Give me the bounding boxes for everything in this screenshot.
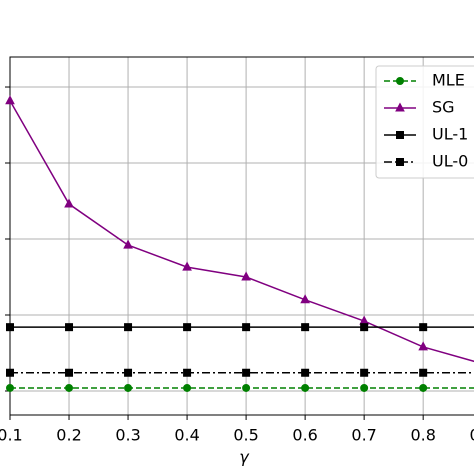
legend-label: SG	[432, 98, 455, 117]
data-point	[419, 323, 428, 332]
x-tick-label: 0.8	[410, 426, 435, 445]
data-point	[301, 383, 310, 392]
data-point	[182, 261, 192, 271]
legend-label: MLE	[432, 71, 465, 90]
legend-marker	[396, 158, 404, 166]
data-point	[183, 383, 192, 392]
plot-frame	[9, 56, 474, 416]
data-point	[418, 341, 429, 351]
data-point	[242, 383, 251, 392]
data-point	[65, 383, 74, 392]
legend-marker	[395, 102, 405, 112]
x-tick-label: 0.3	[115, 426, 140, 445]
data-point	[183, 323, 192, 332]
data-point	[6, 368, 14, 377]
data-point	[301, 368, 310, 377]
legend-marker	[396, 77, 404, 85]
data-point	[6, 323, 14, 332]
x-tick-label: 0.6	[292, 426, 317, 445]
x-tick-label: 0.5	[233, 426, 258, 445]
x-axis-label: γ	[239, 448, 250, 467]
x-tick-label: 0.4	[174, 426, 199, 445]
data-point	[241, 271, 251, 281]
data-point	[360, 368, 369, 377]
data-point	[6, 383, 14, 392]
x-tick-label: 0.2	[56, 426, 81, 445]
x-tick-label: 0.9	[469, 426, 474, 445]
data-point	[360, 323, 369, 332]
data-point	[124, 383, 133, 392]
data-point	[419, 383, 428, 392]
data-point	[301, 323, 310, 332]
data-point	[65, 323, 74, 332]
data-point	[300, 294, 310, 304]
data-point	[124, 323, 133, 332]
data-point	[65, 368, 74, 377]
legend-label: UL-1	[432, 125, 468, 144]
data-point	[242, 368, 251, 377]
data-point	[5, 95, 15, 105]
legend-box	[375, 65, 474, 179]
data-point	[124, 368, 133, 377]
data-point	[242, 323, 251, 332]
data-point	[419, 368, 428, 377]
x-tick-label: 0.7	[351, 426, 376, 445]
data-point	[64, 198, 74, 208]
data-point	[360, 383, 369, 392]
legend-marker	[396, 131, 404, 139]
legend-label: UL-0	[432, 152, 468, 171]
data-point	[123, 239, 133, 249]
data-point	[183, 368, 192, 377]
x-tick-label: 0.1	[0, 426, 23, 445]
